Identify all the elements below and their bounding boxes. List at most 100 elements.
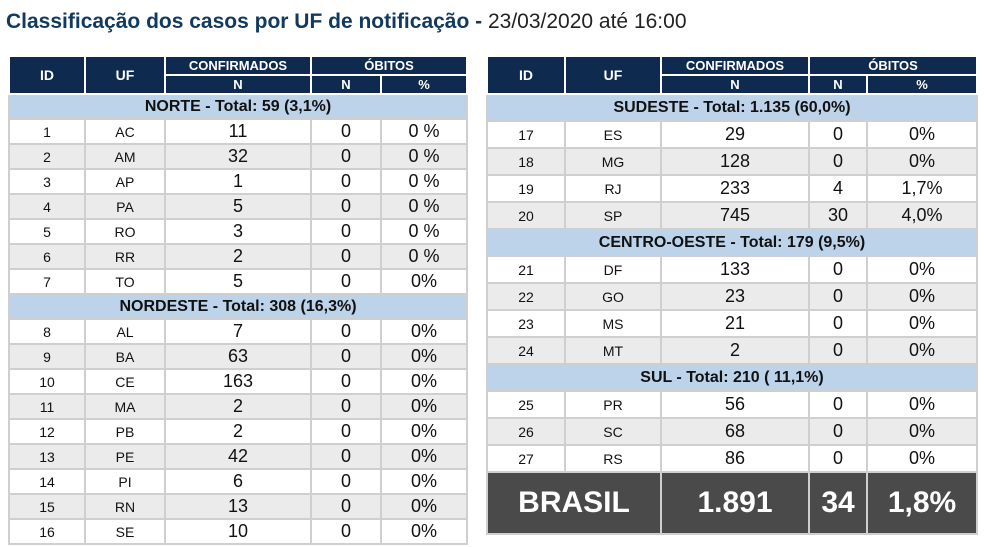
cell-id: 22 bbox=[486, 282, 566, 311]
cell-obitos-pct: 0 % bbox=[379, 193, 469, 220]
cell-obitos: 30 bbox=[808, 201, 868, 230]
header-uf: UF bbox=[564, 55, 662, 95]
table-row: 18 MG 128 0 0% bbox=[486, 147, 979, 176]
cell-confirmados: 1 bbox=[164, 168, 312, 195]
table-row: 17 ES 29 0 0% bbox=[486, 120, 979, 149]
table-row: 11 MA 2 0 0% bbox=[8, 393, 469, 420]
cell-obitos-pct: 0 % bbox=[379, 143, 469, 170]
table-row: 23 MS 21 0 0% bbox=[486, 309, 979, 338]
cell-id: 2 bbox=[8, 143, 86, 170]
cell-obitos-pct: 0% bbox=[379, 393, 469, 420]
cell-obitos-pct: 0% bbox=[865, 147, 979, 176]
cell-obitos: 0 bbox=[310, 193, 382, 220]
table-row: 7 TO 5 0 0% bbox=[8, 268, 469, 295]
cell-id: 4 bbox=[8, 193, 86, 220]
cell-confirmados: 2 bbox=[660, 336, 810, 365]
cell-obitos-pct: 0% bbox=[379, 443, 469, 470]
cell-obitos: 0 bbox=[808, 309, 868, 338]
cell-obitos-pct: 1,7% bbox=[865, 174, 979, 203]
table-row: 19 RJ 233 4 1,7% bbox=[486, 174, 979, 203]
table-row: 14 PI 6 0 0% bbox=[8, 468, 469, 495]
region-label: SUL - Total: 210 ( 11,1%) bbox=[485, 363, 979, 392]
cell-obitos-pct: 0% bbox=[865, 417, 979, 446]
header-confirmados-n: N bbox=[660, 74, 810, 95]
cell-id: 24 bbox=[486, 336, 566, 365]
cell-id: 15 bbox=[8, 493, 86, 520]
cell-id: 25 bbox=[486, 390, 566, 419]
header-confirmados-n: N bbox=[164, 74, 312, 95]
cell-uf: CE bbox=[84, 368, 166, 395]
cell-uf: AC bbox=[84, 118, 166, 145]
cell-confirmados: 56 bbox=[660, 390, 810, 419]
cell-obitos: 0 bbox=[310, 168, 382, 195]
table-row: 1 AC 11 0 0 % bbox=[8, 118, 469, 145]
cell-obitos-pct: 0% bbox=[379, 493, 469, 520]
cell-id: 14 bbox=[8, 468, 86, 495]
table-row: 4 PA 5 0 0 % bbox=[8, 193, 469, 220]
cell-uf: SP bbox=[564, 201, 662, 230]
header-id: ID bbox=[486, 55, 566, 95]
table-row: 25 PR 56 0 0% bbox=[486, 390, 979, 419]
cell-confirmados: 2 bbox=[164, 393, 312, 420]
cell-confirmados: 2 bbox=[164, 243, 312, 270]
cell-confirmados: 128 bbox=[660, 147, 810, 176]
region-label: CENTRO-OESTE - Total: 179 (9,5%) bbox=[485, 228, 979, 257]
cell-obitos: 0 bbox=[808, 282, 868, 311]
cell-confirmados: 3 bbox=[164, 218, 312, 245]
table-row: 15 RN 13 0 0% bbox=[8, 493, 469, 520]
cell-obitos: 0 bbox=[808, 147, 868, 176]
cell-id: 19 bbox=[486, 174, 566, 203]
cell-obitos: 0 bbox=[310, 118, 382, 145]
cell-confirmados: 2 bbox=[164, 418, 312, 445]
cell-confirmados: 68 bbox=[660, 417, 810, 446]
cell-uf: AM bbox=[84, 143, 166, 170]
cell-id: 13 bbox=[8, 443, 86, 470]
table-row: 12 PB 2 0 0% bbox=[8, 418, 469, 445]
cell-id: 11 bbox=[8, 393, 86, 420]
cell-obitos: 0 bbox=[310, 518, 382, 545]
table-row: 8 AL 7 0 0% bbox=[8, 318, 469, 345]
cell-id: 17 bbox=[486, 120, 566, 149]
region-row: NORTE - Total: 59 (3,1%) bbox=[7, 93, 469, 120]
total-obitos-pct: 1,8% bbox=[865, 471, 979, 535]
cell-uf: RN bbox=[84, 493, 166, 520]
header-obitos: ÓBITOS bbox=[309, 55, 469, 76]
cell-obitos: 0 bbox=[310, 268, 382, 295]
cell-id: 23 bbox=[486, 309, 566, 338]
cell-confirmados: 163 bbox=[164, 368, 312, 395]
cell-uf: PI bbox=[84, 468, 166, 495]
cell-obitos-pct: 0% bbox=[379, 518, 469, 545]
cell-uf: MT bbox=[564, 336, 662, 365]
table-row: 26 SC 68 0 0% bbox=[486, 417, 979, 446]
total-obitos: 34 bbox=[808, 471, 868, 535]
cell-obitos: 0 bbox=[310, 493, 382, 520]
table-row: 21 DF 133 0 0% bbox=[486, 255, 979, 284]
cell-confirmados: 233 bbox=[660, 174, 810, 203]
cell-id: 20 bbox=[486, 201, 566, 230]
cell-obitos: 0 bbox=[310, 243, 382, 270]
cell-id: 6 bbox=[8, 243, 86, 270]
cell-obitos-pct: 0% bbox=[379, 368, 469, 395]
cell-uf: SE bbox=[84, 518, 166, 545]
cell-uf: RO bbox=[84, 218, 166, 245]
cell-confirmados: 11 bbox=[164, 118, 312, 145]
table-row: 24 MT 2 0 0% bbox=[486, 336, 979, 365]
cell-obitos: 0 bbox=[310, 318, 382, 345]
cell-obitos: 0 bbox=[808, 390, 868, 419]
cell-obitos-pct: 0 % bbox=[379, 168, 469, 195]
cell-id: 12 bbox=[8, 418, 86, 445]
cell-uf: TO bbox=[84, 268, 166, 295]
cell-obitos-pct: 0% bbox=[379, 418, 469, 445]
cell-uf: SC bbox=[564, 417, 662, 446]
region-label: NORDESTE - Total: 308 (16,3%) bbox=[7, 293, 469, 320]
cell-uf: GO bbox=[564, 282, 662, 311]
cell-confirmados: 86 bbox=[660, 444, 810, 473]
header-id: ID bbox=[8, 55, 86, 95]
region-label: SUDESTE - Total: 1.135 (60,0%) bbox=[485, 93, 979, 122]
cell-obitos: 0 bbox=[310, 418, 382, 445]
table-row: 27 RS 86 0 0% bbox=[486, 444, 979, 473]
cell-obitos: 0 bbox=[808, 444, 868, 473]
header-obitos-pct: % bbox=[865, 74, 979, 95]
title-main: Classificação dos casos por UF de notifi… bbox=[6, 10, 470, 33]
cell-obitos-pct: 0 % bbox=[379, 118, 469, 145]
